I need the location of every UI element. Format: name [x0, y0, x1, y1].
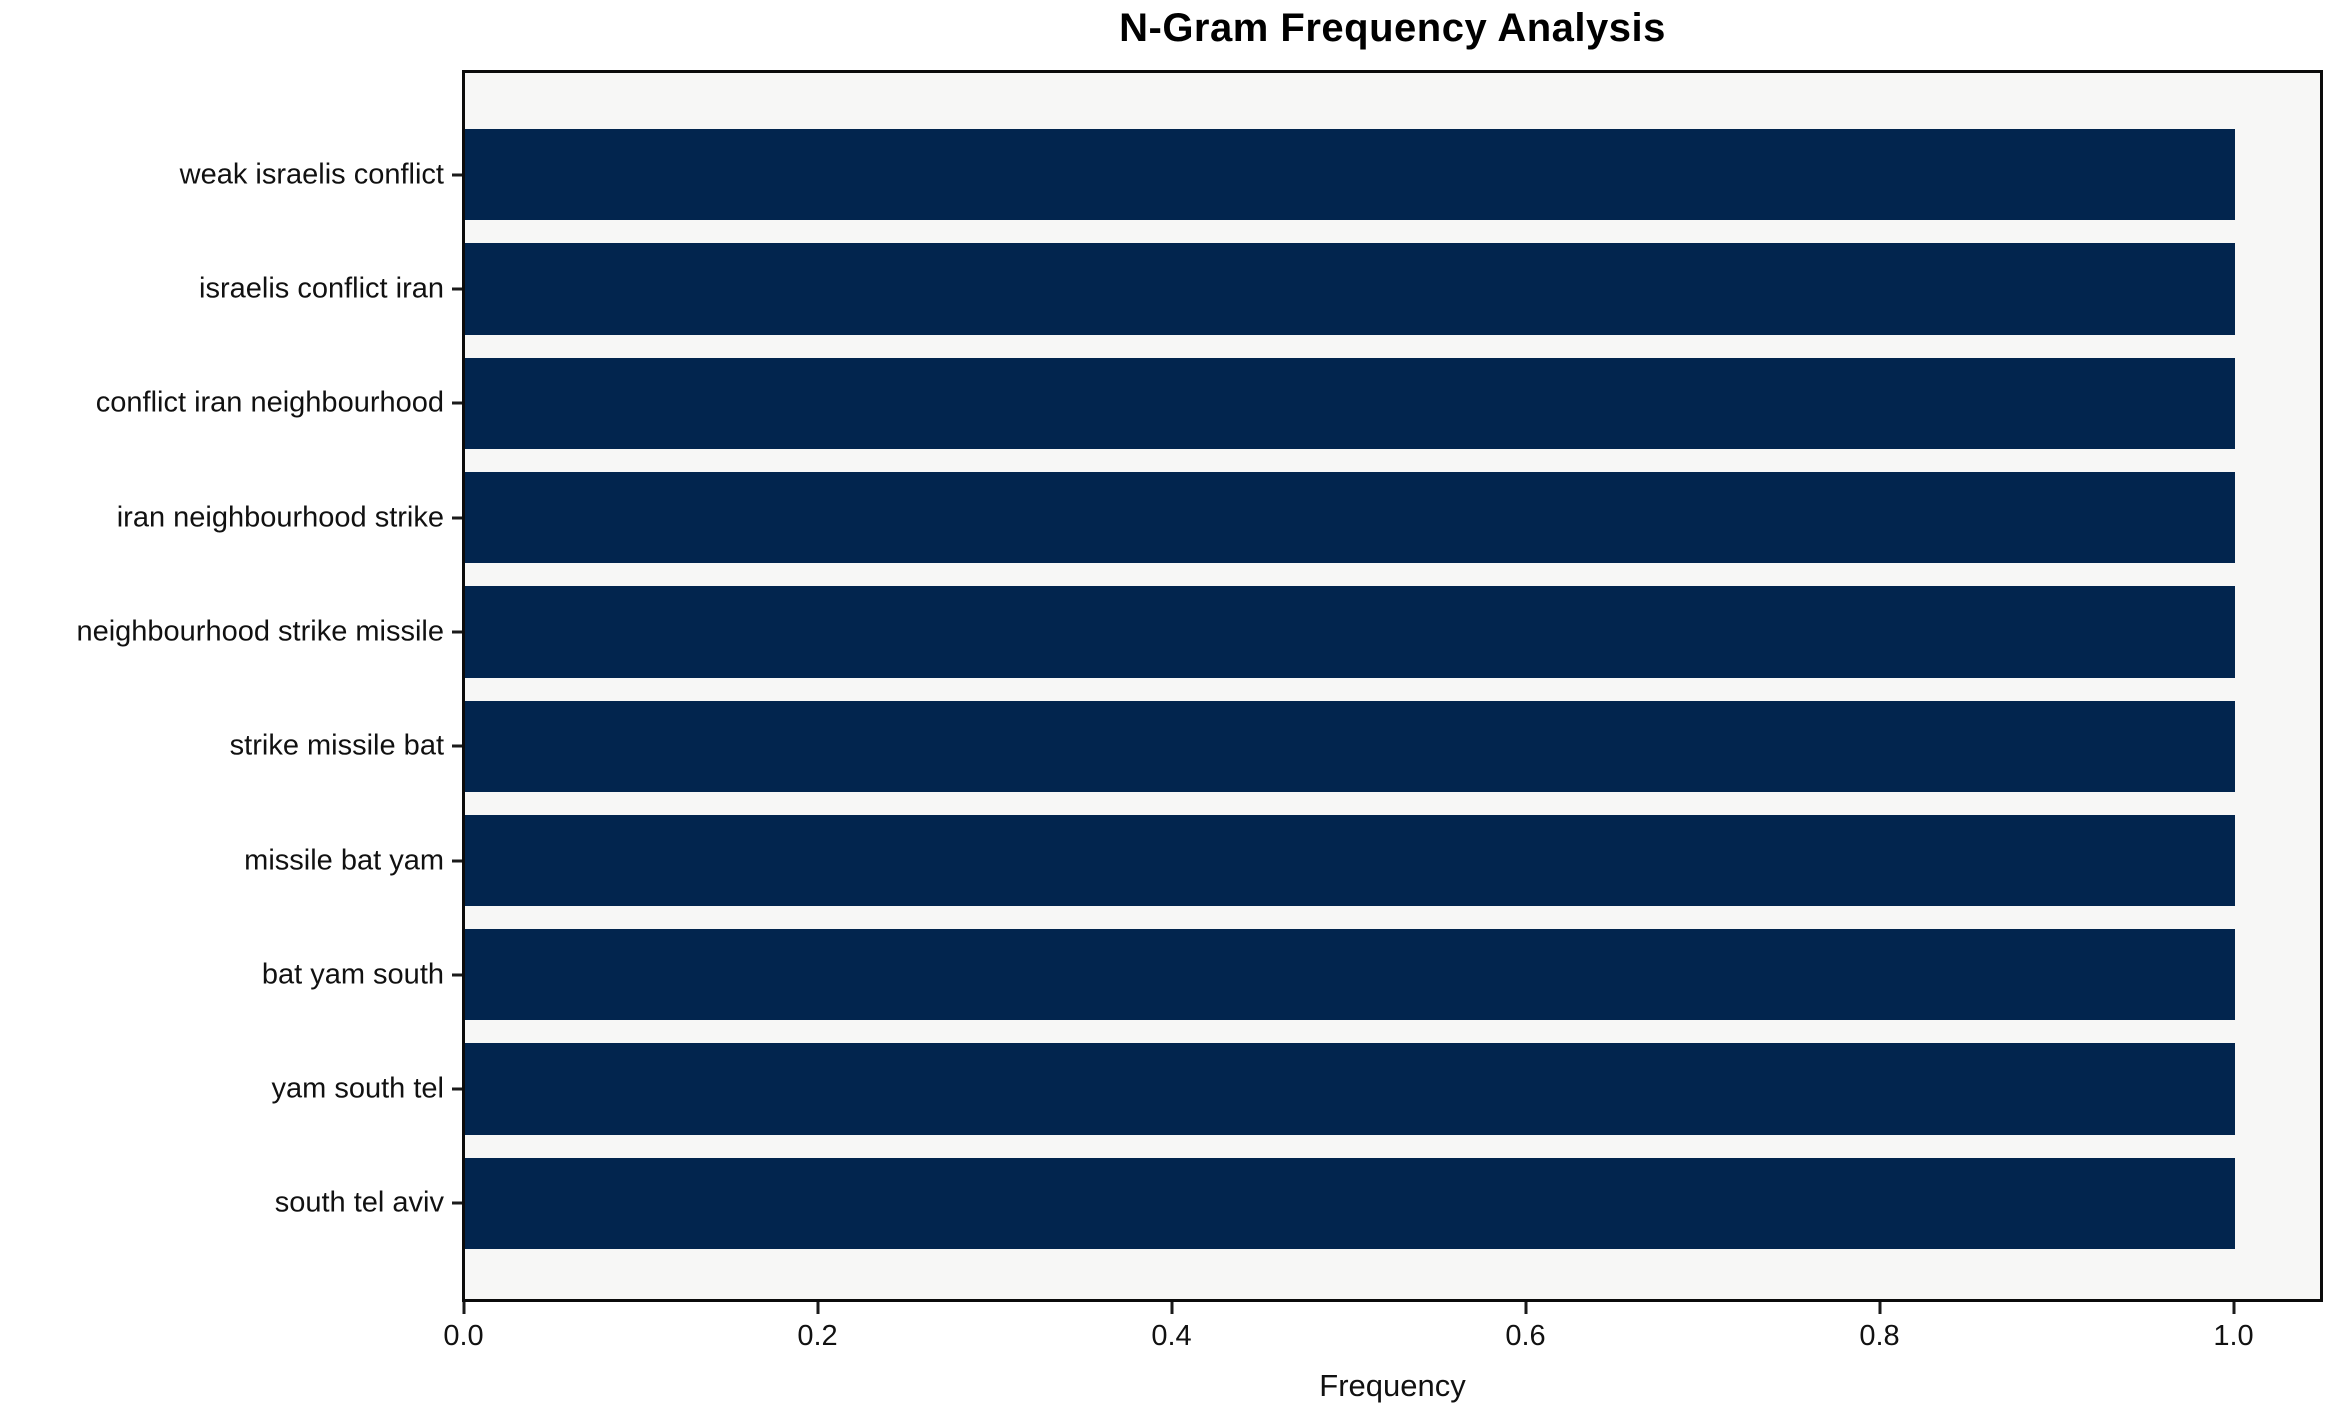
bar [465, 700, 2235, 792]
y-tick-mark [452, 1087, 462, 1091]
y-tick-mark [452, 859, 462, 862]
x-tick-label: 0.4 [1151, 1320, 1192, 1352]
x-tick-label: 1.0 [2213, 1320, 2254, 1352]
y-tick-mark [452, 173, 462, 177]
y-tick-label: neighbourhood strike missile [76, 615, 444, 648]
bar [465, 1043, 2235, 1135]
bar [465, 243, 2235, 335]
y-tick-label: iran neighbourhood strike [116, 501, 444, 534]
x-tick-mark [1170, 1302, 1173, 1314]
bar [465, 357, 2235, 449]
y-tick-mark [452, 516, 462, 520]
y-tick-mark [452, 744, 462, 748]
bar [465, 471, 2235, 564]
y-tick-label: bat yam south [261, 958, 444, 991]
x-tick-mark [1524, 1302, 1527, 1314]
y-tick-label: south tel aviv [274, 1186, 444, 1219]
bar [465, 929, 2235, 1021]
chart-title: N-Gram Frequency Analysis [1119, 6, 1666, 50]
y-tick-mark [452, 630, 462, 634]
plot-area [462, 70, 2323, 1302]
y-tick-mark [452, 1201, 462, 1205]
bar [465, 586, 2235, 678]
x-tick-label: 0.6 [1505, 1320, 1546, 1352]
x-tick-mark [1878, 1302, 1881, 1314]
x-tick-mark [462, 1302, 465, 1314]
bar [465, 129, 2235, 221]
x-tick-mark [816, 1302, 819, 1314]
x-tick-label: 0.0 [443, 1320, 484, 1352]
x-tick-label: 0.8 [1859, 1320, 1900, 1352]
x-tick-label: 0.2 [797, 1320, 838, 1352]
y-tick-label: weak israelis conflict [179, 158, 444, 191]
y-tick-label: missile bat yam [244, 844, 444, 876]
x-tick-mark [2232, 1302, 2235, 1314]
y-tick-label: strike missile bat [229, 729, 444, 762]
y-tick-label: yam south tel [271, 1072, 444, 1105]
y-tick-label: conflict iran neighbourhood [95, 386, 444, 419]
y-tick-label: israelis conflict iran [199, 272, 444, 305]
y-tick-mark [452, 401, 462, 405]
bar [465, 1157, 2235, 1250]
y-tick-mark [452, 973, 462, 977]
y-tick-mark [452, 287, 462, 291]
x-axis-label: Frequency [1319, 1368, 1466, 1403]
bar [465, 814, 2235, 907]
